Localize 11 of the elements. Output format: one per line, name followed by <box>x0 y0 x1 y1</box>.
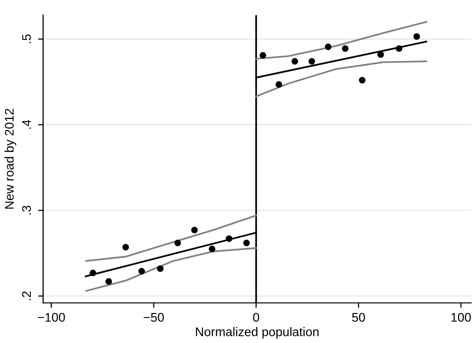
y-tick-label: .4 <box>22 120 31 129</box>
x-tick-label: 100 <box>451 312 471 322</box>
x-tick-label: −50 <box>144 312 164 322</box>
y-tick-label: .5 <box>22 34 31 44</box>
x-axis-title: Normalized population <box>196 327 319 339</box>
x-tick-label: 0 <box>253 312 260 322</box>
y-axis-title: New road by 2012 <box>4 108 16 209</box>
x-tick-label: 50 <box>352 312 365 322</box>
y-tick-label: .2 <box>22 291 31 300</box>
y-tick-label: .3 <box>22 206 31 214</box>
x-tick-label: −100 <box>38 312 65 322</box>
